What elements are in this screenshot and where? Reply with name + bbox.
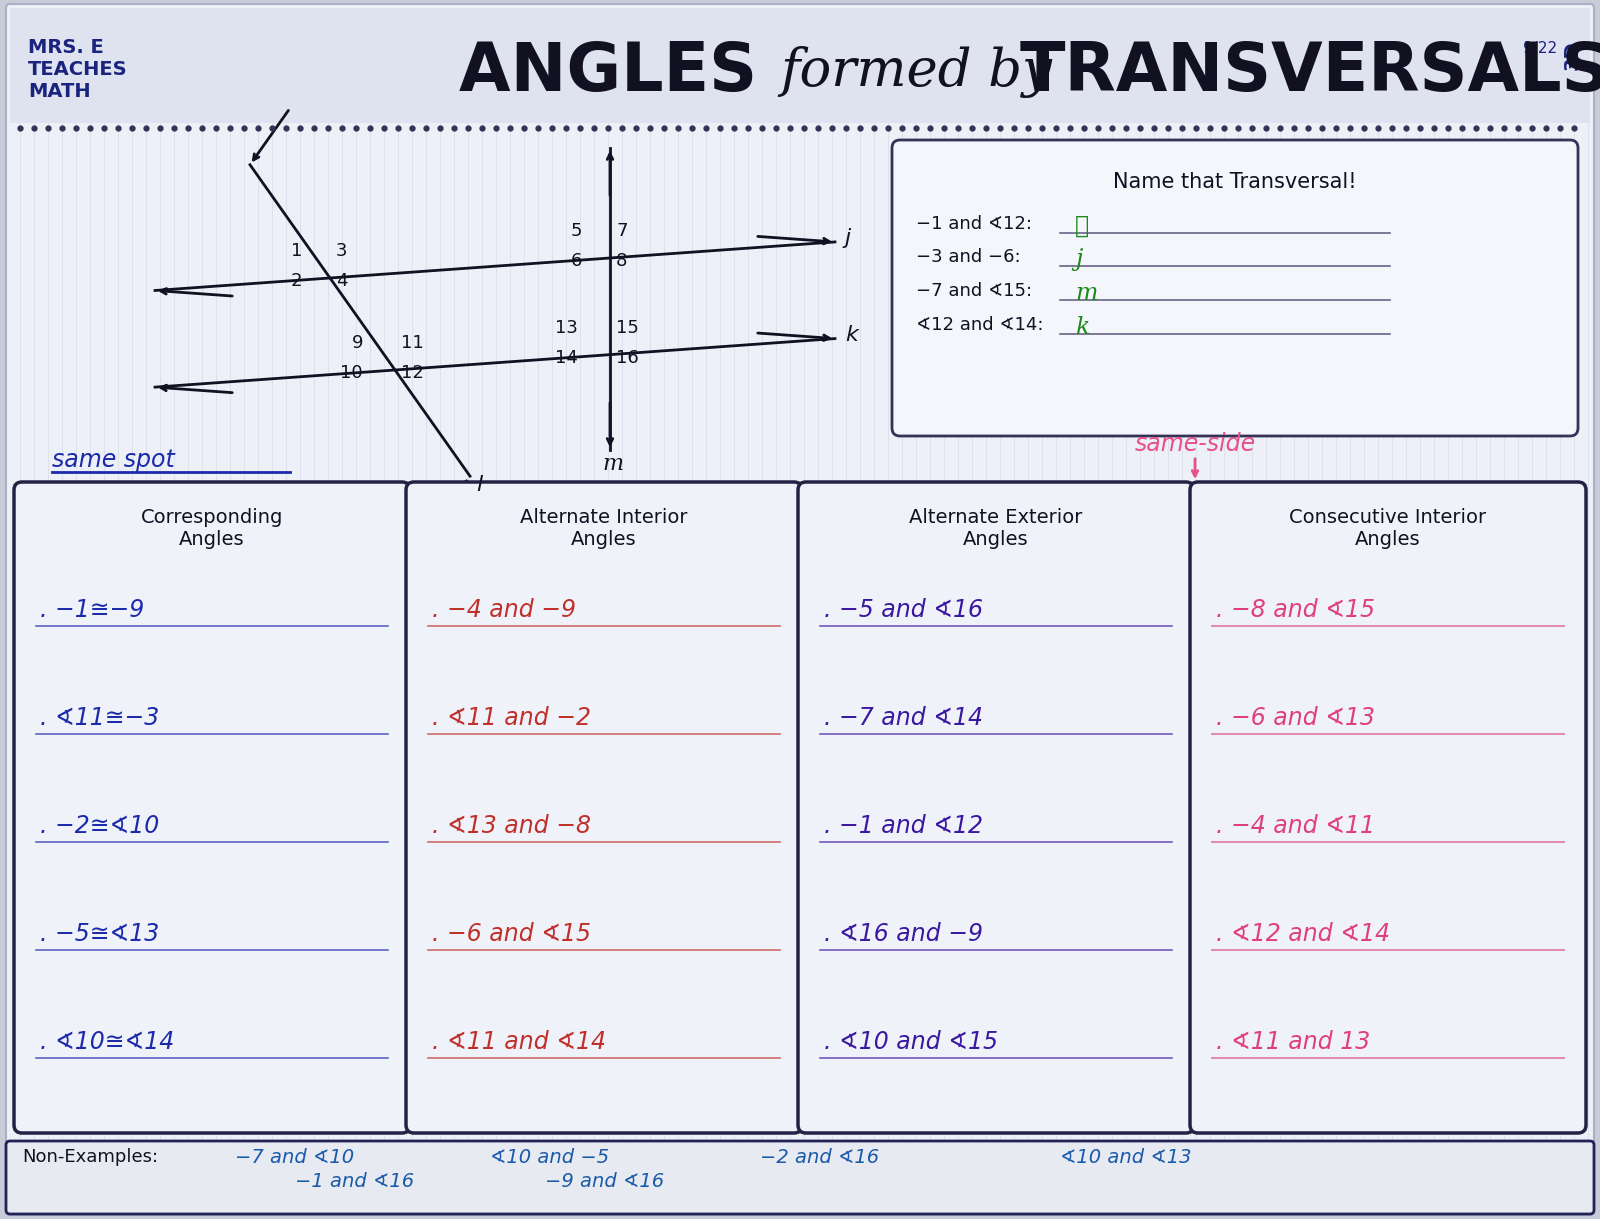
Text: formed by: formed by <box>781 46 1069 98</box>
Text: Alternate Exterior
Angles: Alternate Exterior Angles <box>909 508 1083 549</box>
Text: m: m <box>602 453 622 475</box>
Text: 13: 13 <box>555 319 578 336</box>
Text: 7: 7 <box>616 222 627 240</box>
FancyBboxPatch shape <box>798 482 1194 1132</box>
Text: . −5≅∢13: . −5≅∢13 <box>40 922 160 946</box>
FancyBboxPatch shape <box>6 1141 1594 1214</box>
Text: . ∢13 and −8: . ∢13 and −8 <box>432 814 590 837</box>
Text: −9 and ∢16: −9 and ∢16 <box>546 1171 664 1191</box>
Text: −7 and ∢15:: −7 and ∢15: <box>915 282 1032 300</box>
Text: ∢12 and ∢14:: ∢12 and ∢14: <box>915 316 1043 334</box>
Text: 1: 1 <box>291 243 302 260</box>
Text: 3D: 3D <box>1563 40 1581 69</box>
Text: k: k <box>845 324 858 345</box>
Text: ∢10 and ∢13: ∢10 and ∢13 <box>1059 1148 1192 1167</box>
Text: . −2≅∢10: . −2≅∢10 <box>40 814 160 837</box>
Text: 16: 16 <box>616 349 638 367</box>
Text: . −1 and ∢12: . −1 and ∢12 <box>824 814 982 837</box>
Text: TRANSVERSALS: TRANSVERSALS <box>1021 39 1600 105</box>
Text: 8: 8 <box>616 252 627 269</box>
Text: MRS. E: MRS. E <box>29 38 104 57</box>
Text: −1 and ∢16: −1 and ∢16 <box>294 1171 414 1191</box>
Text: 14: 14 <box>555 349 578 367</box>
Text: Consecutive Interior
Angles: Consecutive Interior Angles <box>1290 508 1486 549</box>
Text: MATH: MATH <box>29 82 91 101</box>
Text: . −6 and ∢13: . −6 and ∢13 <box>1216 706 1374 730</box>
Text: ℓ: ℓ <box>1075 215 1090 238</box>
FancyBboxPatch shape <box>406 482 802 1132</box>
Text: . −6 and ∢15: . −6 and ∢15 <box>432 922 590 946</box>
FancyBboxPatch shape <box>893 140 1578 436</box>
Text: 15: 15 <box>616 319 638 336</box>
Text: Corresponding
Angles: Corresponding Angles <box>141 508 283 549</box>
Text: 12: 12 <box>402 364 424 382</box>
Text: . −8 and ∢15: . −8 and ∢15 <box>1216 599 1374 622</box>
Text: . −4 and ∢11: . −4 and ∢11 <box>1216 814 1374 837</box>
Text: −3 and −6:: −3 and −6: <box>915 247 1021 266</box>
FancyBboxPatch shape <box>1190 482 1586 1132</box>
Text: . −4 and −9: . −4 and −9 <box>432 599 576 622</box>
Text: 9/22: 9/22 <box>1523 40 1557 56</box>
Text: . −5 and ∢16: . −5 and ∢16 <box>824 599 982 622</box>
Text: j: j <box>1075 247 1082 271</box>
Text: m: m <box>1075 282 1098 305</box>
Text: . ∢11 and −2: . ∢11 and −2 <box>432 706 590 730</box>
Text: 5: 5 <box>571 222 582 240</box>
Text: −7 and ∢10: −7 and ∢10 <box>235 1148 354 1167</box>
Text: Non-Examples:: Non-Examples: <box>22 1148 158 1167</box>
Text: 4: 4 <box>336 272 347 290</box>
Text: Alternate Interior
Angles: Alternate Interior Angles <box>520 508 688 549</box>
Text: . ∢11 and ∢14: . ∢11 and ∢14 <box>432 1030 606 1054</box>
Text: 11: 11 <box>402 334 424 352</box>
Text: l: l <box>477 475 482 495</box>
Text: . −1≅−9: . −1≅−9 <box>40 599 144 622</box>
Text: . ∢10 and ∢15: . ∢10 and ∢15 <box>824 1030 998 1054</box>
Text: . ∢10≅∢14: . ∢10≅∢14 <box>40 1030 174 1054</box>
Text: . ∢11≅−3: . ∢11≅−3 <box>40 706 160 730</box>
Text: 3: 3 <box>336 243 347 260</box>
Text: . −7 and ∢14: . −7 and ∢14 <box>824 706 982 730</box>
Text: 10: 10 <box>341 364 363 382</box>
Text: 6: 6 <box>571 252 582 269</box>
FancyBboxPatch shape <box>14 482 410 1132</box>
Text: . ∢12 and ∢14: . ∢12 and ∢14 <box>1216 922 1390 946</box>
Text: . ∢11 and 13: . ∢11 and 13 <box>1216 1030 1370 1054</box>
Text: same spot: same spot <box>51 449 174 472</box>
Text: Name that Transversal!: Name that Transversal! <box>1114 172 1357 193</box>
Text: same-side: same-side <box>1134 432 1256 456</box>
Text: k: k <box>1075 316 1090 339</box>
Text: ∢10 and −5: ∢10 and −5 <box>490 1148 610 1167</box>
Text: . ∢16 and −9: . ∢16 and −9 <box>824 922 982 946</box>
FancyBboxPatch shape <box>10 9 1590 123</box>
Text: −2 and ∢16: −2 and ∢16 <box>760 1148 878 1167</box>
Text: j: j <box>845 228 851 247</box>
Text: ANGLES: ANGLES <box>459 39 781 105</box>
Text: 2: 2 <box>291 272 302 290</box>
Text: TEACHES: TEACHES <box>29 60 128 79</box>
Text: 9: 9 <box>352 334 363 352</box>
FancyBboxPatch shape <box>6 4 1594 1215</box>
Text: −1 and ∢12:: −1 and ∢12: <box>915 215 1032 233</box>
